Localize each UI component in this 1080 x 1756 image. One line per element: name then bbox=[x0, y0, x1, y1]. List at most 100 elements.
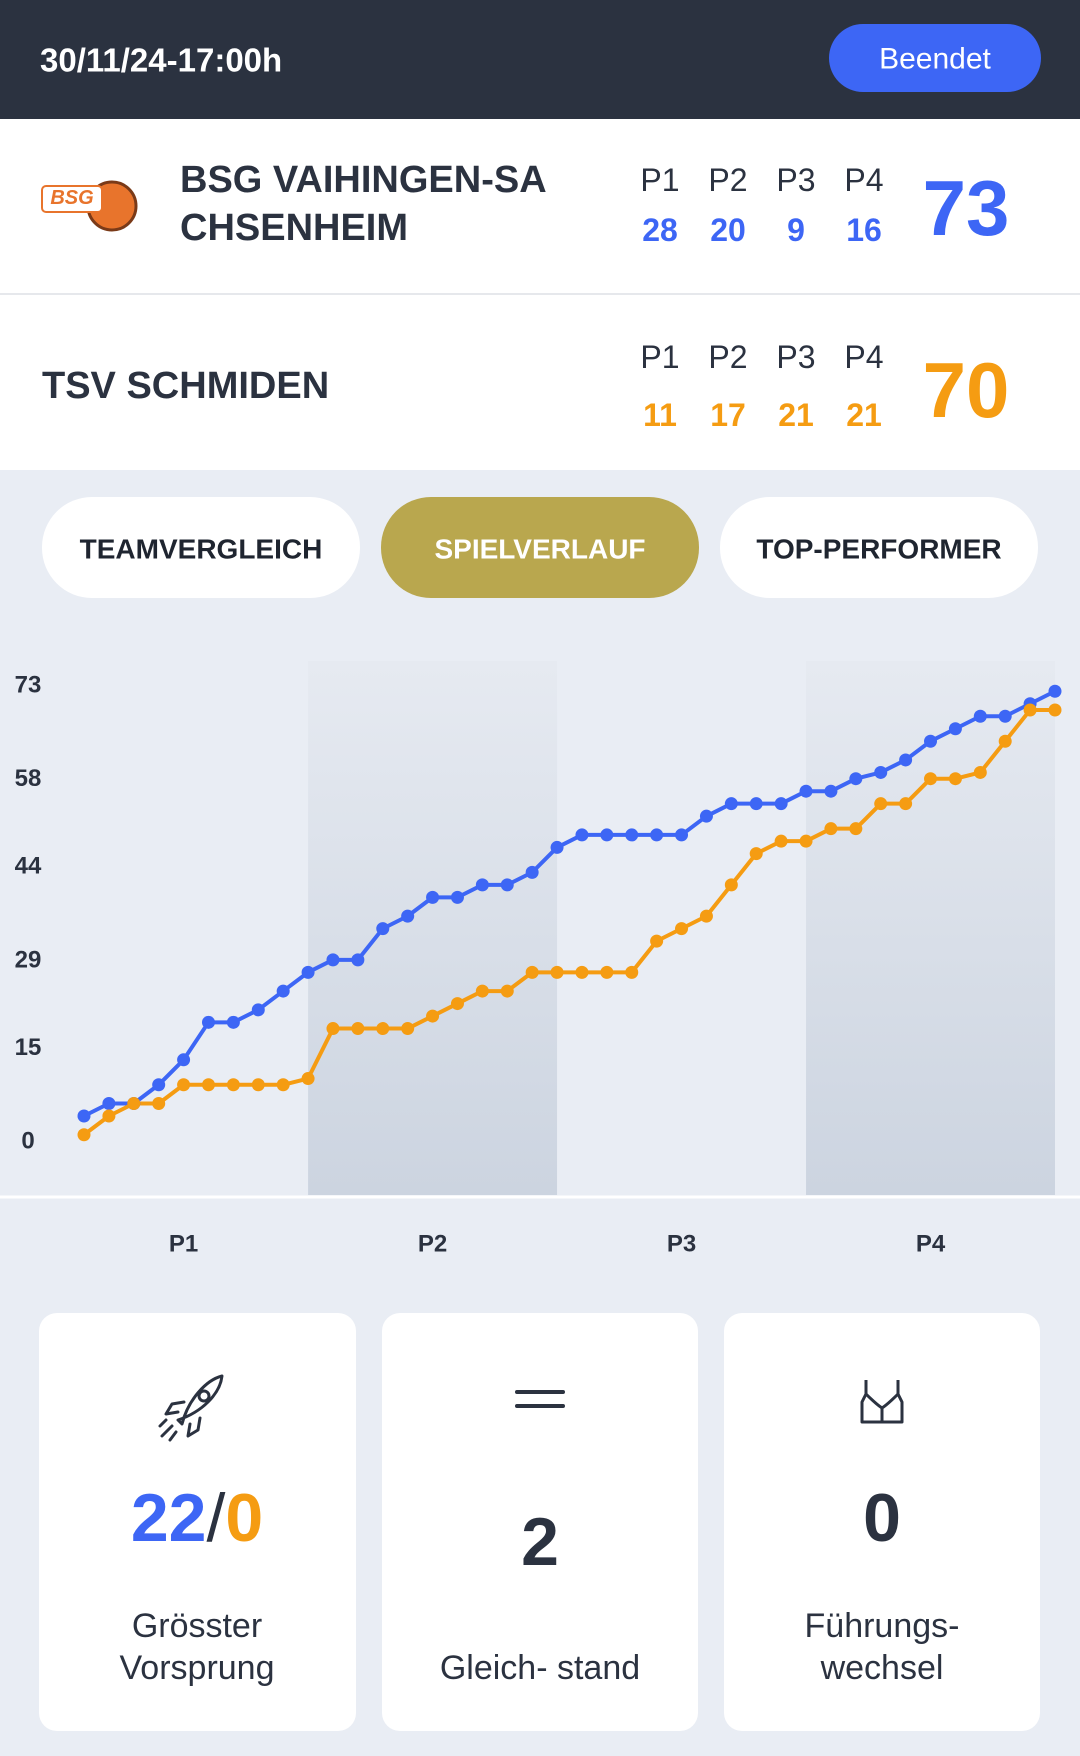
series-point bbox=[724, 878, 738, 892]
series-point bbox=[650, 828, 664, 842]
period-score: 21 bbox=[778, 397, 814, 433]
series-point bbox=[226, 1015, 240, 1029]
tab-label[interactable]: TOP-PERFORMER bbox=[756, 534, 1001, 565]
series-point bbox=[699, 809, 713, 823]
tab[interactable] bbox=[381, 497, 699, 598]
series-point bbox=[450, 997, 464, 1011]
series-point bbox=[799, 834, 813, 848]
series-line bbox=[82, 707, 1055, 1137]
series-point bbox=[177, 1053, 191, 1067]
period-label: P4 bbox=[844, 162, 883, 198]
series-point bbox=[351, 1022, 365, 1036]
series-point bbox=[475, 984, 489, 998]
y-tick-label: 58 bbox=[15, 765, 42, 792]
series-point bbox=[724, 797, 738, 811]
series-point bbox=[948, 722, 962, 736]
stat-label: Grösster bbox=[132, 1607, 262, 1645]
series-point bbox=[77, 1128, 91, 1142]
series-point bbox=[102, 1109, 116, 1123]
series-point bbox=[948, 772, 962, 786]
series-point bbox=[351, 953, 365, 967]
total-score: 70 bbox=[923, 346, 1010, 434]
period-label: P2 bbox=[708, 339, 747, 375]
series-point bbox=[874, 765, 888, 779]
series-point bbox=[201, 1015, 215, 1029]
series-point bbox=[575, 828, 589, 842]
largest-lead-value: 22/0 bbox=[131, 1480, 263, 1556]
period-label: P1 bbox=[640, 162, 679, 198]
series-point bbox=[550, 840, 564, 854]
series-point bbox=[77, 1109, 91, 1123]
series-point bbox=[600, 965, 614, 979]
series-point bbox=[625, 828, 639, 842]
team-name: TSV SCHMIDEN bbox=[42, 365, 329, 407]
stat-label: Führungs- bbox=[805, 1607, 960, 1645]
away-lead: 0 bbox=[225, 1480, 263, 1556]
series-point bbox=[874, 797, 888, 811]
team-row bbox=[0, 294, 1080, 470]
series-point bbox=[251, 1003, 265, 1017]
series-point bbox=[824, 822, 838, 836]
separator: / bbox=[206, 1480, 225, 1556]
period-label: P1 bbox=[640, 339, 679, 375]
tab-label[interactable]: SPIELVERLAUF bbox=[434, 534, 645, 565]
period-score: 28 bbox=[642, 212, 678, 248]
period-label: P2 bbox=[708, 162, 747, 198]
series-point bbox=[675, 922, 689, 936]
series-point bbox=[899, 797, 913, 811]
ties-value: 2 bbox=[521, 1504, 559, 1580]
series-point bbox=[450, 890, 464, 904]
series-point bbox=[998, 709, 1012, 723]
series-point bbox=[127, 1097, 141, 1111]
team-name: BSG VAIHINGEN-SA bbox=[180, 159, 547, 201]
period-score: 16 bbox=[846, 212, 882, 248]
series-point bbox=[251, 1078, 265, 1092]
series-point bbox=[301, 965, 315, 979]
period-score: 11 bbox=[643, 397, 677, 433]
series-point bbox=[675, 828, 689, 842]
series-point bbox=[226, 1078, 240, 1092]
x-tick-label: P4 bbox=[916, 1231, 946, 1258]
series-point bbox=[276, 984, 290, 998]
period-label: P4 bbox=[844, 339, 883, 375]
x-tick-label: P3 bbox=[667, 1231, 696, 1258]
series-point bbox=[201, 1078, 215, 1092]
series-point bbox=[102, 1097, 116, 1111]
period-score: 20 bbox=[710, 212, 746, 248]
series-point bbox=[575, 965, 589, 979]
series-point bbox=[525, 865, 539, 879]
y-tick-label: 15 bbox=[15, 1034, 42, 1061]
period-score: 21 bbox=[846, 397, 882, 433]
tab[interactable] bbox=[42, 497, 360, 598]
series-point bbox=[650, 934, 664, 948]
status-label[interactable]: Beendet bbox=[879, 43, 991, 76]
equals-icon bbox=[515, 1390, 565, 1408]
series-point bbox=[799, 784, 813, 798]
vest-icon bbox=[860, 1380, 904, 1424]
series-point bbox=[824, 784, 838, 798]
period-label: P3 bbox=[776, 339, 815, 375]
series-point bbox=[152, 1097, 166, 1111]
series-point bbox=[326, 1022, 340, 1036]
tab-label[interactable]: TEAMVERGLEICH bbox=[80, 534, 323, 565]
series-point bbox=[1048, 703, 1062, 717]
series-point bbox=[376, 922, 390, 936]
y-tick-label: 73 bbox=[15, 672, 42, 699]
series-point bbox=[749, 847, 763, 861]
y-tick-label: 29 bbox=[15, 946, 42, 973]
tab[interactable] bbox=[720, 497, 1038, 598]
series-point bbox=[973, 709, 987, 723]
series-point bbox=[550, 965, 564, 979]
team-name: CHSENHEIM bbox=[180, 207, 408, 249]
series-point bbox=[924, 772, 938, 786]
status-button[interactable] bbox=[829, 24, 1041, 92]
stat-label: wechsel bbox=[820, 1649, 944, 1687]
match-date: 30/11/24-17:00h bbox=[40, 42, 282, 79]
series-point bbox=[774, 797, 788, 811]
series-point bbox=[625, 965, 639, 979]
rocket-icon bbox=[158, 1374, 224, 1442]
stat-label: Gleich- stand bbox=[440, 1649, 640, 1687]
period-band bbox=[806, 661, 1055, 1195]
period-label: P3 bbox=[776, 162, 815, 198]
series-point bbox=[899, 753, 913, 767]
